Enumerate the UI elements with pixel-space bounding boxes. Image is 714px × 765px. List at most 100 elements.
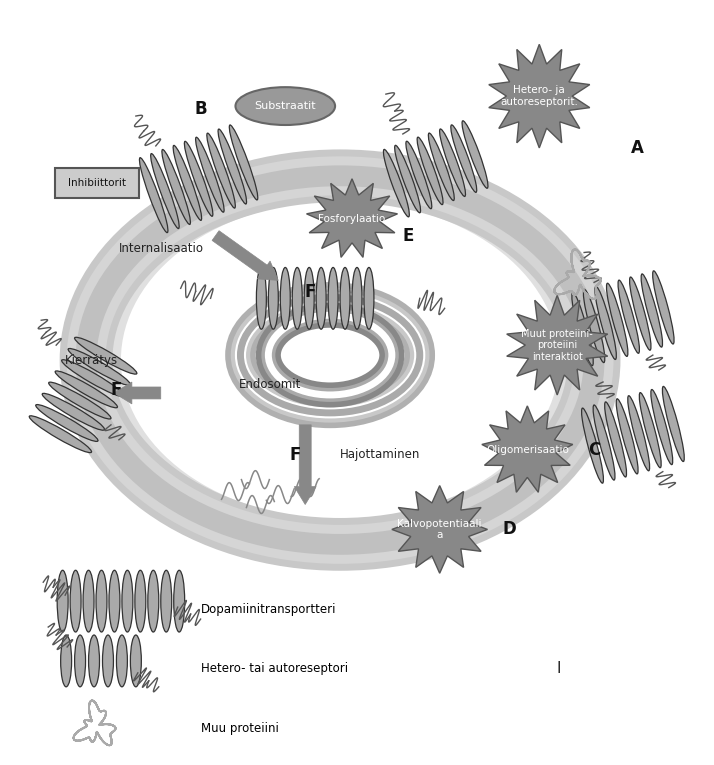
Ellipse shape	[395, 145, 421, 213]
Ellipse shape	[89, 635, 99, 687]
Ellipse shape	[304, 268, 314, 329]
Polygon shape	[507, 295, 608, 395]
Ellipse shape	[42, 393, 104, 430]
Ellipse shape	[383, 149, 409, 216]
Text: Endosomit: Endosomit	[239, 379, 301, 392]
Ellipse shape	[174, 570, 185, 632]
Ellipse shape	[86, 176, 594, 545]
Text: Muut proteiini-
proteiini
interaktiot: Muut proteiini- proteiini interaktiot	[521, 328, 593, 362]
Text: Substraatit: Substraatit	[254, 101, 316, 111]
Text: Internalisaatio: Internalisaatio	[119, 242, 204, 255]
Ellipse shape	[70, 570, 81, 632]
Ellipse shape	[74, 337, 137, 374]
Ellipse shape	[440, 129, 466, 197]
Ellipse shape	[316, 268, 326, 329]
Ellipse shape	[451, 125, 477, 192]
Ellipse shape	[229, 125, 258, 200]
Polygon shape	[482, 406, 573, 493]
Text: Hetero- ja
autoreseptorit.: Hetero- ja autoreseptorit.	[501, 86, 578, 107]
Ellipse shape	[595, 286, 616, 360]
Ellipse shape	[49, 382, 111, 419]
Ellipse shape	[162, 149, 191, 224]
Ellipse shape	[256, 268, 266, 329]
Ellipse shape	[139, 158, 168, 233]
Text: I: I	[557, 662, 561, 676]
Ellipse shape	[616, 399, 638, 474]
Text: F: F	[110, 381, 121, 399]
Ellipse shape	[173, 145, 201, 220]
Ellipse shape	[406, 142, 432, 209]
Text: B: B	[194, 100, 207, 118]
Polygon shape	[212, 231, 278, 281]
Ellipse shape	[651, 389, 673, 464]
Ellipse shape	[653, 271, 674, 344]
Ellipse shape	[29, 415, 91, 453]
Ellipse shape	[582, 408, 603, 483]
Ellipse shape	[428, 133, 454, 200]
Ellipse shape	[462, 121, 488, 188]
Text: Oligomerisaatio: Oligomerisaatio	[486, 444, 569, 454]
Ellipse shape	[605, 402, 627, 477]
Polygon shape	[114, 382, 161, 404]
Text: E: E	[402, 226, 413, 245]
Ellipse shape	[628, 396, 650, 470]
Text: F: F	[290, 446, 301, 464]
Text: Hetero- tai autoreseptori: Hetero- tai autoreseptori	[201, 662, 348, 675]
Ellipse shape	[135, 570, 146, 632]
Text: Kierrätys: Kierrätys	[65, 353, 119, 366]
Text: Fosforylaatio: Fosforylaatio	[318, 213, 386, 223]
Text: C: C	[588, 441, 600, 459]
Polygon shape	[294, 425, 316, 505]
Text: Hajottaminen: Hajottaminen	[340, 448, 421, 461]
Ellipse shape	[207, 133, 236, 208]
Polygon shape	[489, 44, 590, 148]
Ellipse shape	[121, 200, 559, 519]
Ellipse shape	[328, 268, 338, 329]
Text: D: D	[503, 520, 516, 539]
Ellipse shape	[196, 137, 224, 212]
Ellipse shape	[151, 154, 179, 229]
Ellipse shape	[57, 570, 68, 632]
Ellipse shape	[572, 292, 593, 366]
Text: Muu proteiini: Muu proteiini	[201, 722, 278, 735]
Ellipse shape	[236, 87, 335, 125]
Ellipse shape	[606, 283, 628, 356]
Ellipse shape	[131, 635, 141, 687]
Ellipse shape	[618, 280, 640, 353]
Ellipse shape	[55, 371, 118, 408]
Ellipse shape	[364, 268, 374, 329]
Ellipse shape	[61, 635, 71, 687]
Text: Kalvopotentiaali
a: Kalvopotentiaali a	[398, 519, 482, 540]
Ellipse shape	[417, 137, 443, 204]
Ellipse shape	[184, 142, 213, 216]
Text: Dopamiinitransportteri: Dopamiinitransportteri	[201, 603, 336, 616]
Ellipse shape	[68, 349, 131, 386]
Ellipse shape	[103, 635, 114, 687]
Ellipse shape	[148, 570, 159, 632]
Ellipse shape	[663, 386, 684, 461]
Ellipse shape	[593, 405, 615, 480]
Ellipse shape	[583, 289, 605, 363]
Text: F: F	[304, 283, 316, 301]
Ellipse shape	[340, 268, 350, 329]
Ellipse shape	[161, 570, 172, 632]
FancyBboxPatch shape	[55, 168, 139, 197]
Ellipse shape	[639, 392, 661, 467]
Ellipse shape	[630, 277, 651, 350]
Ellipse shape	[74, 635, 86, 687]
Ellipse shape	[96, 570, 107, 632]
Polygon shape	[392, 486, 488, 573]
Ellipse shape	[83, 570, 94, 632]
Ellipse shape	[218, 129, 246, 204]
Ellipse shape	[36, 405, 98, 441]
Ellipse shape	[281, 268, 291, 329]
Ellipse shape	[292, 268, 302, 329]
Ellipse shape	[61, 360, 124, 396]
Ellipse shape	[641, 274, 663, 347]
Ellipse shape	[116, 635, 127, 687]
Ellipse shape	[268, 268, 278, 329]
Text: A: A	[630, 139, 643, 157]
Polygon shape	[306, 179, 398, 257]
Ellipse shape	[109, 570, 120, 632]
Text: Inhibiittorit: Inhibiittorit	[68, 177, 126, 187]
